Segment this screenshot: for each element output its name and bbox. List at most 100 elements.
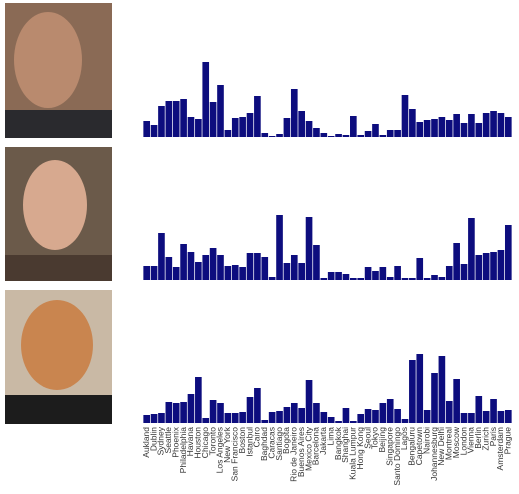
x-tick-label: Moscow <box>451 426 461 458</box>
bar <box>283 263 291 280</box>
bar <box>298 111 305 137</box>
bar <box>276 134 283 137</box>
x-tick-label: Boston <box>237 427 247 454</box>
bar <box>202 62 210 137</box>
x-tick-label: Vienna <box>466 427 476 454</box>
x-tick-label: Phoenix <box>170 426 180 457</box>
bar <box>431 119 438 137</box>
bar <box>209 248 217 280</box>
bar <box>202 255 210 280</box>
photos <box>5 3 112 424</box>
bar <box>335 421 342 423</box>
bar <box>172 101 180 137</box>
bar <box>313 128 320 137</box>
bar <box>180 402 187 423</box>
bar <box>379 403 387 423</box>
bar <box>394 409 401 423</box>
x-tick-label: Bogota <box>281 427 291 454</box>
bar <box>268 136 276 137</box>
bar <box>372 271 379 280</box>
bar <box>209 400 217 423</box>
bar <box>327 136 335 137</box>
bar <box>409 360 416 423</box>
x-tick-label: London <box>458 427 468 456</box>
x-tick-label: Amsterdam <box>495 427 505 470</box>
bar <box>150 266 158 280</box>
x-tick-label: Capetown <box>414 427 424 466</box>
bar <box>357 278 365 280</box>
bar <box>497 411 505 423</box>
bar <box>490 111 497 137</box>
x-tick-label: Hong Kong <box>355 427 365 470</box>
bar <box>364 409 372 423</box>
bar <box>453 379 460 423</box>
bar <box>305 121 313 137</box>
bar <box>409 278 416 280</box>
x-tick-label: Baghdad <box>259 427 269 461</box>
x-tick-label: Sydney <box>156 426 166 455</box>
bar <box>364 267 372 280</box>
bar <box>239 117 246 137</box>
bar <box>438 277 446 280</box>
bar <box>468 413 475 423</box>
bar <box>224 266 232 280</box>
bar <box>379 267 387 280</box>
bar <box>320 412 328 423</box>
bar <box>327 272 335 280</box>
bar <box>195 377 202 423</box>
bar <box>283 407 291 423</box>
bar <box>372 124 379 137</box>
x-tick-label: Caracas <box>266 427 276 459</box>
bar <box>401 278 409 280</box>
x-tick-label: Kuala Lumpur <box>348 427 358 480</box>
x-tick-label: Seattle <box>163 427 173 454</box>
x-tick-label: Tokyo <box>370 427 380 449</box>
bar <box>246 253 254 280</box>
bar <box>460 264 468 280</box>
x-tick-label: Shanghai <box>340 427 350 463</box>
bar <box>445 120 453 137</box>
x-tick-label: Beijing <box>377 427 387 453</box>
bar <box>143 266 151 280</box>
bar <box>143 415 151 423</box>
bar <box>504 410 512 423</box>
bar <box>231 118 239 137</box>
bar <box>453 243 460 280</box>
bar <box>150 414 158 423</box>
bar <box>342 408 350 423</box>
bar <box>453 114 460 137</box>
bar <box>254 96 261 137</box>
bar <box>313 245 320 280</box>
bar <box>239 412 246 423</box>
bar <box>490 399 497 423</box>
bar <box>172 267 180 280</box>
bar <box>372 410 379 423</box>
bar <box>386 277 394 280</box>
bar <box>497 113 505 137</box>
x-tick-label: Seoul <box>362 427 372 449</box>
bar <box>320 133 328 137</box>
bar <box>231 413 239 423</box>
bar <box>364 131 372 137</box>
bar <box>261 420 269 423</box>
bar <box>482 411 490 423</box>
bar <box>431 373 438 423</box>
bar <box>460 413 468 423</box>
bar <box>187 394 195 423</box>
bar <box>386 399 394 423</box>
bar <box>202 418 210 423</box>
x-tick-label: Zurich <box>480 427 490 451</box>
bar <box>187 117 195 137</box>
face <box>23 160 87 250</box>
x-tick-label: Toronto <box>207 427 217 456</box>
bar <box>143 121 151 137</box>
bar <box>254 253 261 280</box>
bar <box>342 274 350 280</box>
x-tick-label: Lima <box>325 427 335 446</box>
bar <box>305 217 313 280</box>
bar <box>438 356 446 423</box>
bar <box>180 244 187 280</box>
x-tick-label: Istanbul <box>244 427 254 457</box>
bar <box>475 255 483 280</box>
x-tick-label: Montreal <box>444 427 454 460</box>
